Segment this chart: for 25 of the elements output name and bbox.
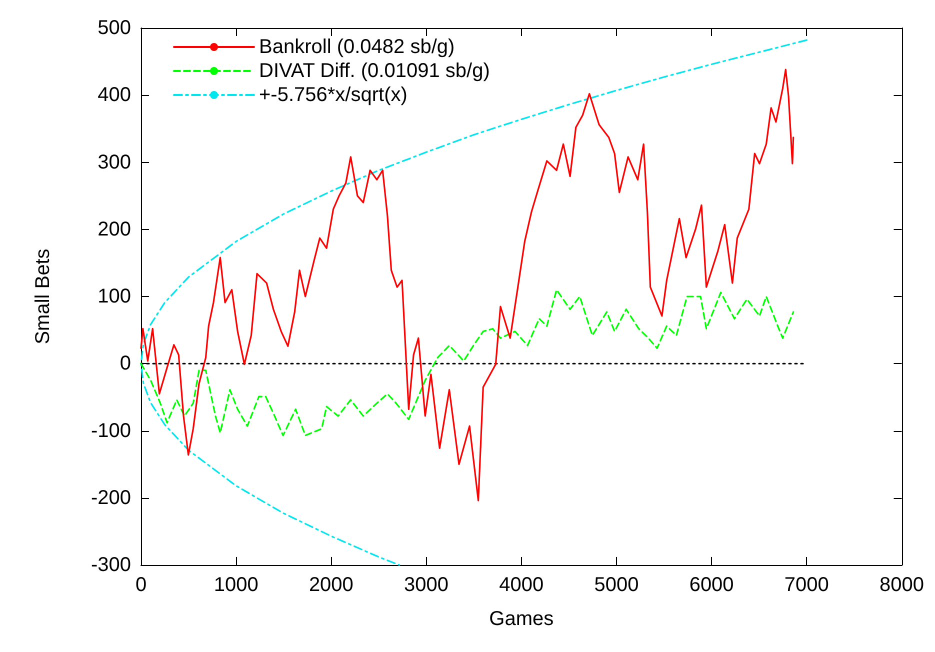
- x-tick-label: 2000: [308, 574, 354, 596]
- y-tick-label: 100: [98, 286, 131, 308]
- y-tick-label: -300: [90, 554, 131, 576]
- y-tick-label: 500: [98, 17, 131, 39]
- x-tick-label: 8000: [880, 574, 924, 596]
- legend-label: Bankroll (0.0482 sb/g): [259, 36, 455, 58]
- x-tick-label: 5000: [594, 574, 639, 596]
- y-axis-title: Small Bets: [32, 248, 54, 344]
- legend-label: DIVAT Diff. (0.01091 sb/g): [259, 60, 490, 82]
- line-series: [140, 39, 808, 566]
- y-tick-label: 300: [98, 151, 131, 174]
- legend-label: +-5.756*x/sqrt(x): [259, 84, 408, 106]
- x-tick-label: 6000: [689, 574, 734, 596]
- x-tick-label: 0: [135, 574, 147, 596]
- y-tick-label: -100: [90, 420, 131, 442]
- y-tick-label: -200: [90, 486, 131, 509]
- x-tick-label: 1000: [214, 574, 258, 596]
- x-axis-title: Games: [489, 608, 554, 630]
- y-tick-label: 0: [120, 352, 131, 375]
- y-tick-label: 400: [98, 84, 131, 106]
- x-tick-label: 7000: [784, 574, 829, 596]
- line-series: [140, 288, 794, 436]
- x-tick-label: 3000: [404, 574, 449, 596]
- x-tick-label: 4000: [499, 574, 544, 596]
- y-tick-label: 200: [98, 218, 131, 240]
